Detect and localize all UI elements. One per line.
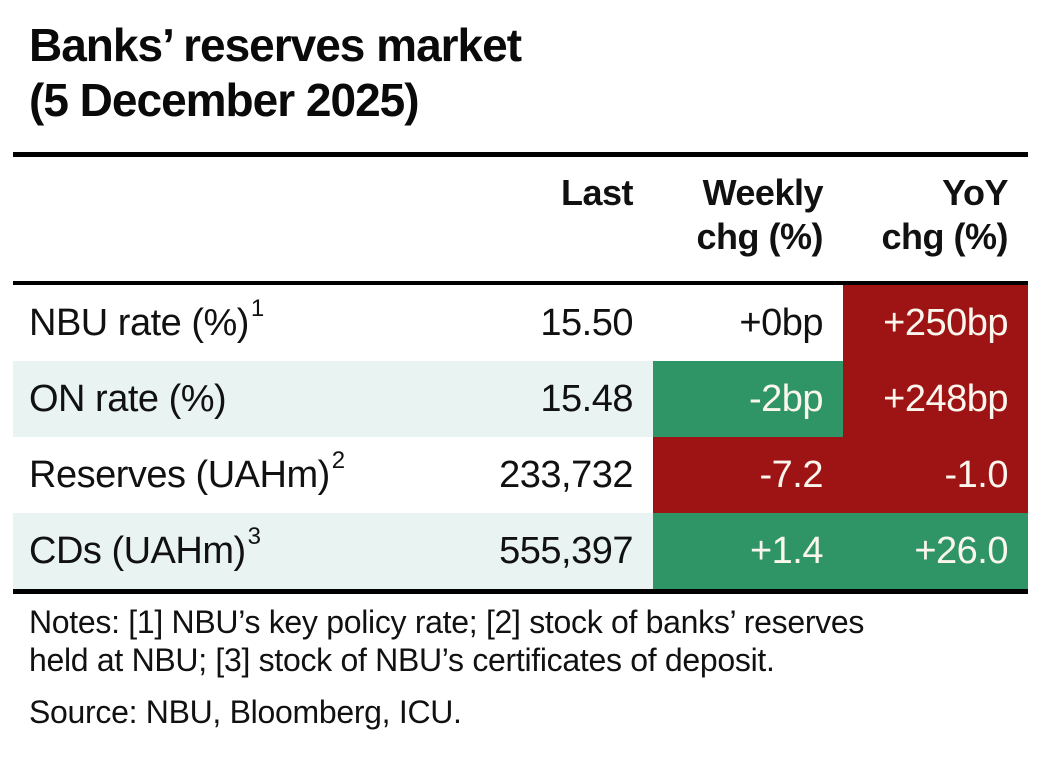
cell-yoy-chg: +26.0	[843, 513, 1028, 590]
row-label-text: Reserves (UAHm)	[29, 453, 330, 496]
row-label-text: CDs (UAHm)	[29, 529, 246, 572]
figure-title-line1: Banks’ reserves market	[29, 19, 522, 71]
table-bottom-divider	[13, 589, 1028, 595]
column-header-yoy-line2: chg (%)	[881, 216, 1009, 258]
figure-title: Banks’ reserves market (5 December 2025)	[13, 18, 1028, 128]
notes-line2: held at NBU; [3] stock of NBU’s certific…	[29, 642, 775, 679]
table-row-reserves: Reserves (UAHm) 2 233,732 -7.2 -1.0	[13, 437, 1028, 514]
cell-weekly-chg: +0bp	[739, 301, 823, 344]
notes-line1: Notes: [1] NBU’s key policy rate; [2] st…	[29, 604, 865, 641]
cell-yoy-chg: +250bp	[843, 285, 1028, 362]
column-header-last: Last	[423, 171, 653, 259]
row-label: CDs (UAHm) 3	[29, 523, 261, 572]
cell-weekly-chg: -7.2	[653, 437, 843, 514]
column-header-yoy-line1: YoY	[942, 172, 1008, 214]
report-figure: Banks’ reserves market (5 December 2025)…	[13, 0, 1028, 731]
row-label-text: NBU rate (%)	[29, 301, 249, 344]
row-label-text: ON rate (%)	[29, 377, 227, 420]
cell-last: 555,397	[499, 529, 633, 572]
table-body: NBU rate (%) 1 15.50 +0bp +250bp ON rate …	[13, 285, 1028, 590]
figure-title-line2: (5 December 2025)	[29, 74, 420, 127]
cell-yoy-chg: -1.0	[843, 437, 1028, 514]
cell-last: 15.50	[540, 301, 633, 344]
cell-yoy-chg: +248bp	[843, 361, 1028, 438]
notes: Notes: [1] NBU’s key policy rate; [2] st…	[13, 604, 1028, 680]
cell-last: 15.48	[540, 377, 633, 420]
table-row-on-rate: ON rate (%) 15.48 -2bp +248bp	[13, 361, 1028, 438]
table-row-nbu-rate: NBU rate (%) 1 15.50 +0bp +250bp	[13, 285, 1028, 362]
column-header-yoy-chg: YoY chg (%)	[843, 171, 1028, 259]
cell-weekly-chg: +1.4	[653, 513, 843, 590]
table-row-cds: CDs (UAHm) 3 555,397 +1.4 +26.0	[13, 513, 1028, 590]
title-divider	[13, 152, 1028, 158]
table-header-row: Last Weekly chg (%) YoY chg (%)	[13, 157, 1028, 281]
column-header-weekly-line1: Weekly	[702, 172, 824, 214]
row-label: ON rate (%)	[13, 361, 423, 437]
row-label: Reserves (UAHm) 2	[29, 447, 345, 496]
column-header-empty	[13, 171, 423, 259]
source: Source: NBU, Bloomberg, ICU.	[29, 693, 462, 730]
column-header-weekly-line2: chg (%)	[696, 216, 824, 258]
column-header-last-label: Last	[560, 172, 634, 214]
header-divider	[13, 281, 1028, 286]
cell-weekly-chg: -2bp	[653, 361, 843, 438]
row-label: NBU rate (%) 1	[29, 295, 264, 344]
column-header-weekly-chg: Weekly chg (%)	[653, 171, 843, 259]
cell-last: 233,732	[499, 453, 633, 496]
